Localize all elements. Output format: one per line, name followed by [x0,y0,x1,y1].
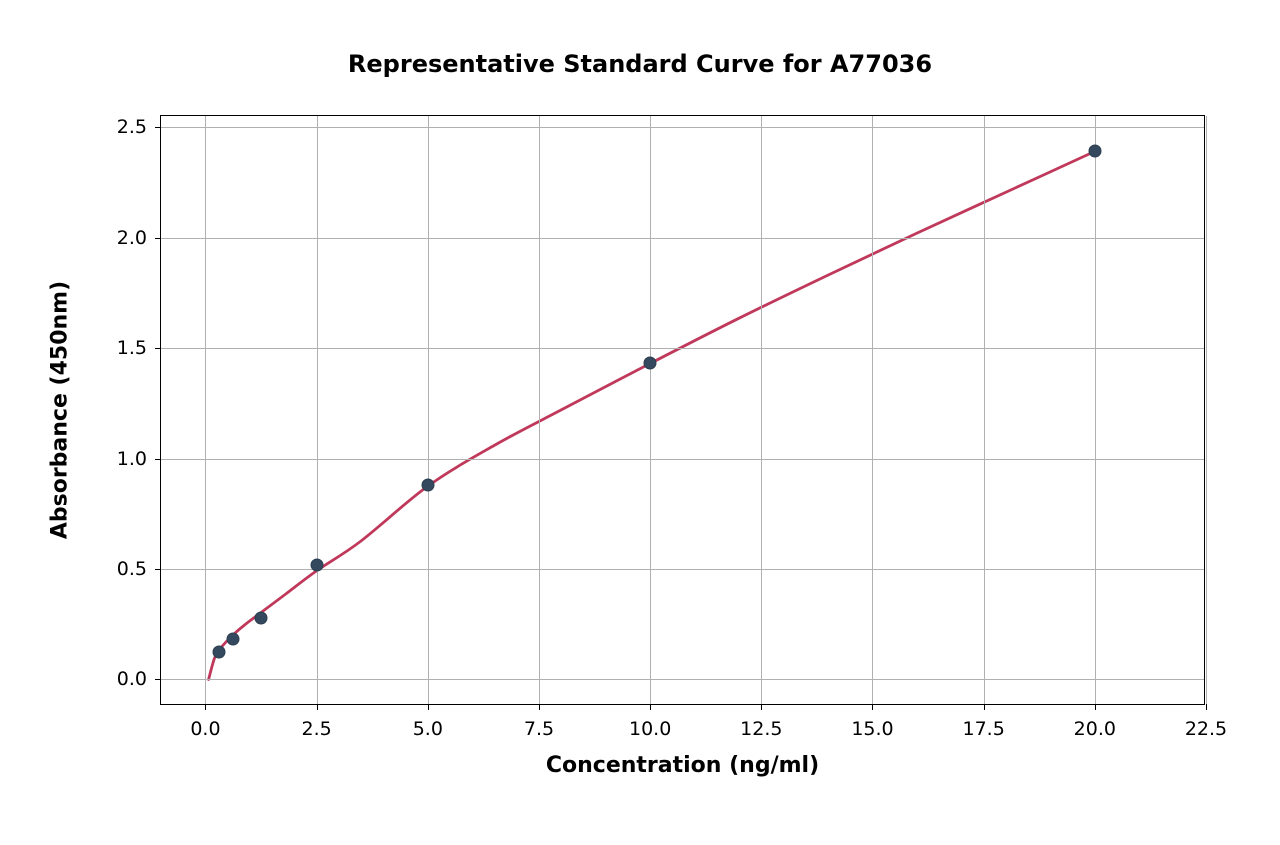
x-tick-label: 22.5 [1185,718,1227,740]
gridline-vertical [984,116,985,704]
y-tick [155,569,161,570]
y-tick-label: 2.0 [117,227,147,249]
gridline-vertical [428,116,429,704]
x-tick [205,704,206,710]
data-point [421,479,434,492]
y-tick-label: 1.0 [117,448,147,470]
x-tick [650,704,651,710]
y-tick-label: 2.5 [117,116,147,138]
x-tick [317,704,318,710]
gridline-horizontal [161,679,1204,680]
fitted-curve [161,116,1206,706]
x-tick-label: 15.0 [851,718,893,740]
gridline-horizontal [161,238,1204,239]
y-axis-label: Absorbance (450nm) [48,281,73,539]
x-axis-label: Concentration (ng/ml) [546,753,819,778]
gridline-horizontal [161,348,1204,349]
x-tick-label: 17.5 [963,718,1005,740]
gridline-vertical [539,116,540,704]
x-tick [1206,704,1207,710]
data-point [310,558,323,571]
y-tick-label: 0.0 [117,668,147,690]
y-tick [155,238,161,239]
x-tick-label: 0.0 [190,718,220,740]
curve-line [209,151,1095,679]
gridline-vertical [317,116,318,704]
plot-area: 0.02.55.07.510.012.515.017.520.022.50.00… [160,115,1205,705]
y-tick-label: 0.5 [117,558,147,580]
x-tick [984,704,985,710]
data-point [255,611,268,624]
x-tick [539,704,540,710]
x-tick-label: 20.0 [1074,718,1116,740]
x-tick [761,704,762,710]
chart-container: Representative Standard Curve for A77036… [0,0,1280,845]
gridline-vertical [205,116,206,704]
y-tick [155,679,161,680]
y-tick-label: 1.5 [117,337,147,359]
gridline-vertical [761,116,762,704]
data-point [644,357,657,370]
x-tick-label: 5.0 [413,718,443,740]
gridline-vertical [872,116,873,704]
y-tick [155,459,161,460]
gridline-horizontal [161,127,1204,128]
gridline-horizontal [161,459,1204,460]
x-tick [1095,704,1096,710]
data-point [227,632,240,645]
gridline-vertical [1206,116,1207,704]
gridline-vertical [1095,116,1096,704]
x-tick [428,704,429,710]
data-point [1088,145,1101,158]
x-tick-label: 12.5 [740,718,782,740]
chart-title: Representative Standard Curve for A77036 [0,50,1280,78]
x-tick-label: 2.5 [302,718,332,740]
x-tick-label: 7.5 [524,718,554,740]
x-tick-label: 10.0 [629,718,671,740]
y-tick [155,348,161,349]
data-point [213,645,226,658]
gridline-vertical [650,116,651,704]
x-tick [872,704,873,710]
y-tick [155,127,161,128]
